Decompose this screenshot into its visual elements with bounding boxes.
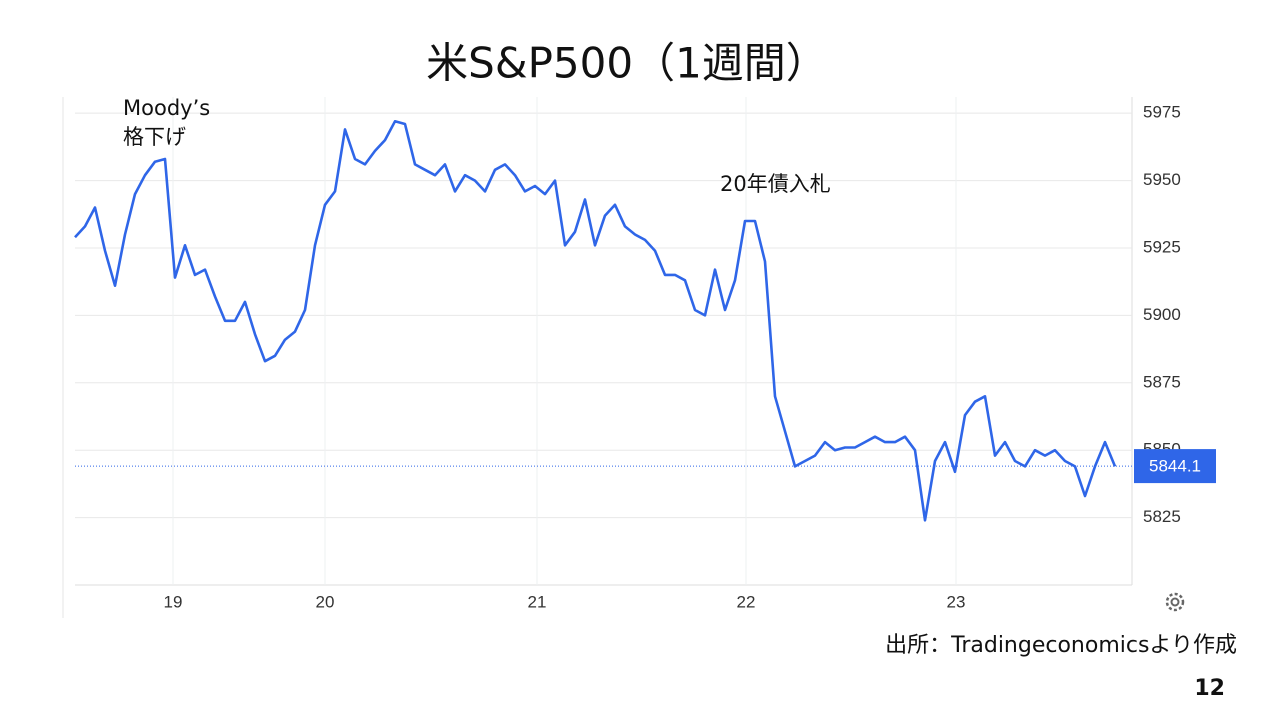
annotation: 20年債入札 <box>720 172 831 196</box>
current-value-label: 5844.1 <box>1149 457 1201 476</box>
annotation: 格下げ <box>123 125 186 149</box>
y-tick-label: 5875 <box>1143 372 1181 391</box>
slide-title: 米S&P500（1週間） <box>426 39 828 88</box>
y-tick-label: 5900 <box>1143 305 1181 324</box>
y-tick-label: 5950 <box>1143 170 1181 189</box>
current-value-box <box>1134 449 1216 484</box>
gear-teeth <box>1165 592 1185 612</box>
source-note: 出所：Tradingeconomicsより作成 <box>885 633 1237 658</box>
x-tick-label: 20 <box>316 592 335 611</box>
page-number: 12 <box>1194 676 1225 701</box>
y-tick-label: 5825 <box>1143 507 1181 526</box>
y-tick-label: 5975 <box>1143 103 1181 122</box>
annotation: Moody’s <box>123 96 210 120</box>
y-tick-label: 5925 <box>1143 237 1181 256</box>
x-tick-label: 22 <box>737 592 756 611</box>
price-line <box>74 120 1117 522</box>
x-tick-label: 21 <box>528 592 547 611</box>
gear-hub <box>1170 597 1180 607</box>
x-tick-label: 19 <box>164 592 183 611</box>
x-tick-label: 23 <box>947 592 966 611</box>
settings-icon[interactable] <box>1165 592 1185 612</box>
